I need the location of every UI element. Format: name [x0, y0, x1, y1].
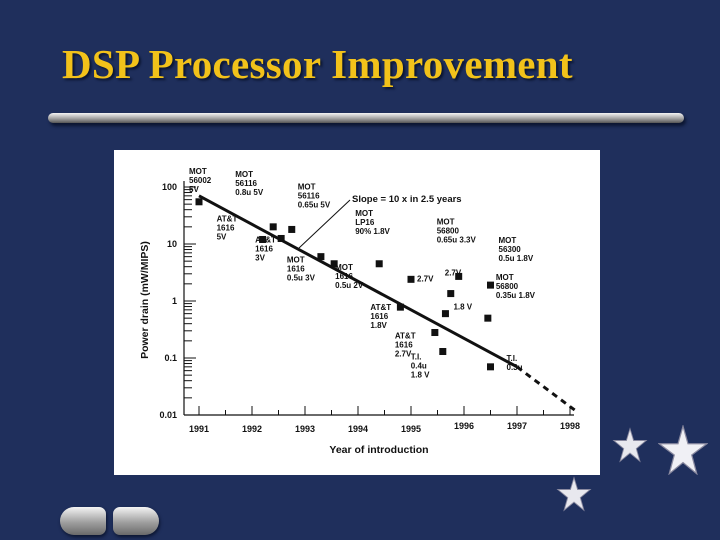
trend-label-leader	[298, 199, 351, 249]
y-tick-label: 10	[167, 239, 177, 249]
data-point-label: 0.65u 5V	[298, 200, 331, 209]
data-point	[484, 314, 492, 322]
data-point	[396, 303, 404, 311]
data-point-label: 1616	[335, 272, 353, 281]
data-point-label: 0.8u 5V	[235, 188, 264, 197]
x-tick-label: 1997	[507, 421, 527, 431]
data-point-label: MOT	[235, 170, 253, 179]
x-tick-label: 1995	[401, 424, 421, 434]
y-tick-label: 1	[172, 296, 177, 306]
data-point-label: 0.3u	[507, 363, 523, 372]
trend-line	[198, 194, 518, 369]
x-tick-label: 1991	[189, 424, 209, 434]
data-point	[407, 275, 415, 283]
data-point-label: 1.8V	[370, 321, 387, 330]
data-point-label: 0.5u 2V	[335, 281, 364, 290]
data-point-label: 5V	[217, 232, 227, 241]
data-point	[487, 363, 494, 371]
data-point-label: 1.8 V	[411, 371, 430, 380]
star-icon	[658, 425, 708, 475]
y-tick-label: 0.01	[159, 410, 177, 420]
star-icon	[612, 427, 648, 463]
data-point-label: 56800	[437, 226, 460, 235]
x-tick-label: 1994	[348, 424, 368, 434]
trend-line-extension	[516, 365, 577, 412]
data-point-label: 1616	[370, 312, 388, 321]
data-point-label: 0.5u 3V	[287, 274, 316, 283]
data-point	[441, 310, 449, 318]
data-point-label: 2.7V	[445, 269, 462, 278]
data-point-label: 56116	[298, 191, 320, 200]
data-point	[431, 329, 439, 337]
data-point-label: 0.5u 1.8V	[499, 254, 534, 263]
data-point-label: 1616	[217, 223, 235, 232]
data-point-label: AT&T	[255, 235, 276, 244]
data-point	[288, 225, 296, 233]
data-point-label: 5V	[189, 185, 199, 194]
power-drain-chart: 100 10 1 0.1 0.01 1991 1992 1993 1994 1995 1996 199…	[139, 167, 580, 456]
data-point	[269, 223, 277, 231]
data-point-label: MOT	[499, 236, 517, 245]
data-point	[447, 290, 455, 298]
x-tick-label: 1998	[560, 421, 580, 431]
data-point-label: T.I.	[411, 353, 422, 362]
x-tick-label: 1993	[295, 424, 315, 434]
data-point-label: 2.7V	[417, 274, 434, 283]
data-point-label: 56002	[189, 176, 212, 185]
y-tick-label: 0.1	[164, 353, 177, 363]
data-point-label: MOT	[496, 273, 514, 282]
x-axis-label: Year of introduction	[329, 444, 428, 456]
data-point-label: 0.35u 1.8V	[496, 291, 536, 300]
star-icon	[556, 476, 592, 512]
data-point-label: 56800	[496, 282, 519, 291]
data-point-label: 56300	[499, 245, 522, 254]
data-point	[259, 235, 267, 243]
data-point-label: 0.4u	[411, 362, 427, 371]
data-point	[487, 281, 494, 289]
data-point-label: 56116	[235, 179, 257, 188]
data-point-label: MOT	[335, 263, 353, 272]
previous-slide-button[interactable]	[60, 507, 106, 535]
data-point	[277, 234, 285, 242]
y-tick-label: 100	[162, 182, 177, 192]
data-point-label: 1.8 V	[453, 303, 472, 312]
data-point-label: 1616	[287, 265, 305, 274]
data-point-label: 90% 1.8V	[355, 227, 390, 236]
data-point	[375, 260, 383, 268]
data-point-label: MOT	[298, 182, 316, 191]
next-slide-button[interactable]	[113, 507, 159, 535]
data-point	[195, 198, 203, 206]
data-point-label: AT&T	[395, 332, 416, 341]
data-point-label: 0.65u 3.3V	[437, 235, 477, 244]
data-point-label: LP16	[355, 218, 375, 227]
data-point-label: T.I.	[507, 354, 518, 363]
y-axis-label: Power drain (mW/MIPS)	[139, 241, 151, 359]
slide-title: DSP Processor Improvement	[62, 41, 573, 87]
chart-panel: 100 10 1 0.1 0.01 1991 1992 1993 1994 1995 1996 199…	[114, 150, 600, 475]
data-point-label: AT&T	[217, 214, 238, 223]
data-point-label: 3V	[255, 253, 265, 262]
data-point	[455, 272, 463, 280]
data-point	[439, 348, 447, 356]
data-point-label: 1616	[255, 244, 273, 253]
title-divider	[48, 113, 684, 123]
data-point	[317, 253, 325, 261]
trend-label: Slope = 10 x in 2.5 years	[352, 194, 462, 205]
data-point	[330, 260, 338, 268]
data-point-label: MOT	[355, 209, 373, 218]
x-tick-label: 1992	[242, 424, 262, 434]
data-point-label: MOT	[437, 217, 455, 226]
data-point-label: MOT	[287, 256, 305, 265]
data-point-label: 1616	[395, 341, 413, 350]
data-point-label: AT&T	[370, 303, 391, 312]
data-point-label: 2.7V	[395, 350, 412, 359]
data-point-label: MOT	[189, 167, 207, 176]
x-tick-label: 1996	[454, 421, 474, 431]
